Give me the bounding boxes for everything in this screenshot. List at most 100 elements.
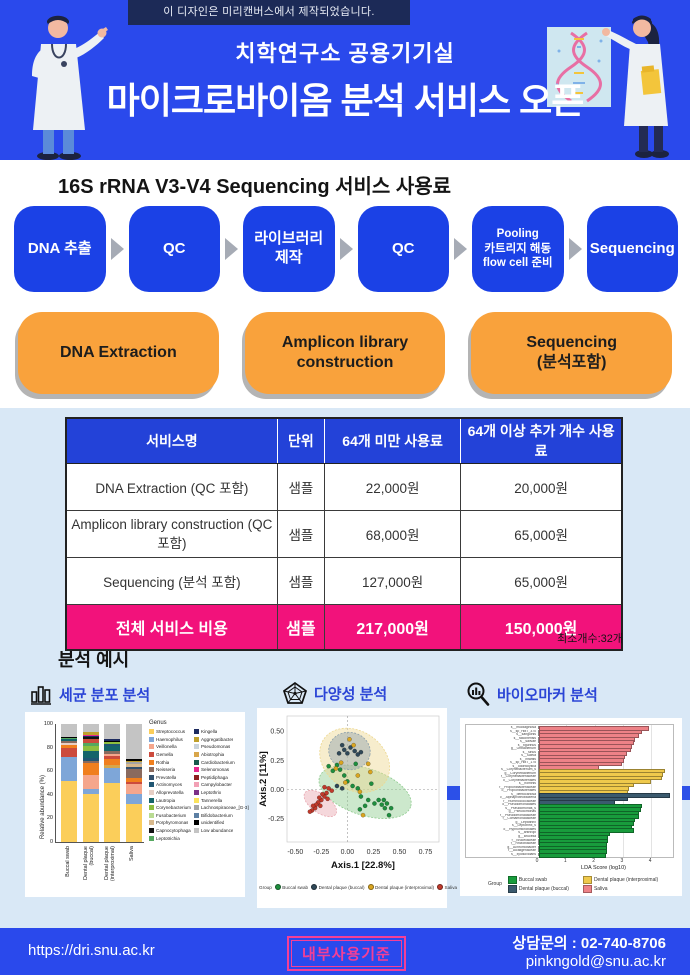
column-header: 서비스명 [66,418,278,464]
data-point [367,769,373,775]
taxon-label: o__Pseudomonadales [502,803,536,807]
taxon-label: s__Leptothrix_s [512,824,536,828]
column-header: 단위 [276,418,325,464]
taxon-label: s__Pseudomonas_s [505,806,536,810]
bar-segment [61,745,77,748]
legend-swatch [507,875,517,884]
legend-entry: Corynebacterium [149,804,191,812]
footer: https://dri.snu.ac.kr 내부사용기준 상담문의 : 02-7… [0,928,690,975]
table-row: DNA Extraction (QC 포함) 샘플 22,000원 20,000원 [65,463,623,511]
table-cell: DNA Extraction (QC 포함) [65,463,278,511]
data-point [352,748,358,754]
bar-segment [104,751,120,754]
flow-step-line: 라이브러리 [254,230,324,248]
taxon-label: f__Brucellaceae [511,838,536,842]
legend-label: Fusobacterium [156,812,187,818]
bar-segment [82,762,99,775]
legend-label: Lautropia [156,797,176,803]
bar-segment [82,793,99,842]
table-cell: 샘플 [276,604,326,651]
legend-entry: Buccal swab [507,875,569,884]
legend-label: Saliva [444,884,458,890]
bar-segment [61,740,77,743]
lda-bar-row: s__xylosoxidans [466,852,671,858]
legend-label: Streptococcus [156,729,186,735]
gridline [651,725,653,857]
taxon-label: s__infantis [519,757,536,761]
bar-segment [125,768,142,779]
legend-entry: Cardiobacterium [193,758,249,766]
legend-label: Neisseria [156,767,176,773]
legend-entry: Buccal swab [274,884,308,890]
taxon-label: s__odontolytica [512,764,536,768]
flow-step-line: flow cell 준비 [482,257,553,270]
legend-entry: Aggregatibacter [193,736,249,744]
header: 이 디자인은 미리캔버스에서 제작되었습니다. [0,0,690,160]
data-point [357,806,363,812]
flow-arrow-icon [110,238,124,260]
bar-segment [82,732,99,735]
stage-label-line: (분석포함) [536,354,607,371]
table-cell: 217,000원 [324,604,462,651]
bar-segment [61,757,77,781]
legend-swatch [149,797,154,803]
x-tick-label: 1 [563,858,567,864]
bar-segment [104,765,120,768]
data-point [333,766,339,771]
x-tick-label: 0 [535,858,539,864]
section-title: 16S rRNA V3-V4 Sequencing 서비스 사용료 [58,176,452,198]
legend-swatch [274,884,281,890]
bar-segment [82,751,99,759]
pcoa-plot: -0.50 -0.25 0.00 0.25 0.50 0.75 -0.25 0.00 0.25 0… [258,715,440,871]
y-tick-label: 0.50 [270,729,284,736]
data-point [372,801,377,806]
data-point [339,785,345,791]
data-point [357,789,363,795]
table-cell: Sequencing (분석 포함) [65,557,278,605]
stage-label-line: Sequencing [526,334,618,351]
bar-segment [82,735,99,738]
legend-swatch [507,884,517,893]
legend-label: Low abundance [200,828,234,834]
legend-label: Pseudomonas [200,744,231,750]
flow-step-line: 카트리지 해동 [484,242,552,255]
y-tick-label: 80 [46,744,53,751]
y-tick-label: 0.25 [270,758,284,765]
data-point [376,797,381,803]
dna-board-illustration [547,27,611,107]
legend-swatch [193,820,199,826]
legend-swatch [149,744,154,750]
data-point [360,812,366,818]
legend-entry: Saliva [582,884,658,893]
table-cell: 샘플 [276,510,326,558]
y-axis-label: Axis.2 [11%] [258,751,269,806]
legend-swatch [149,820,154,826]
data-point [307,809,313,815]
y-tick-label: 40 [46,791,53,798]
taxon-label: s__hominis [518,782,536,786]
column-header: 64개 미만 사용료 [324,418,461,464]
data-point [381,797,387,803]
legend-swatch [193,752,199,758]
stage-labels: DNA Extraction Amplicon library constructi… [18,312,673,394]
data-point [326,763,331,769]
data-point [317,803,323,809]
taxon-label: s__tigurinus [517,743,536,747]
bar-segment [125,724,142,760]
data-point [355,773,361,778]
data-point [339,742,345,748]
table-row: Amplicon library construction (QC 포함) 샘플 6… [65,510,623,558]
bar-segment [104,755,120,760]
legend-swatch [193,759,199,765]
bar-segment [125,764,142,767]
service-flow: DNA 추출 QC 라이브러리 제작 QC Pooling 카트리지 해동 flow cell… [14,204,678,294]
legend-swatch [193,744,199,750]
taxon-label: g__Pseudomonas [508,810,536,814]
legend-swatch [193,782,199,788]
bar-segment [125,781,142,785]
flow-step: QC [128,206,220,292]
bar-segment [104,724,120,740]
data-point [347,736,352,742]
table-row-total: 전체 서비스 비용 샘플 217,000원 150,000원 [65,604,623,651]
